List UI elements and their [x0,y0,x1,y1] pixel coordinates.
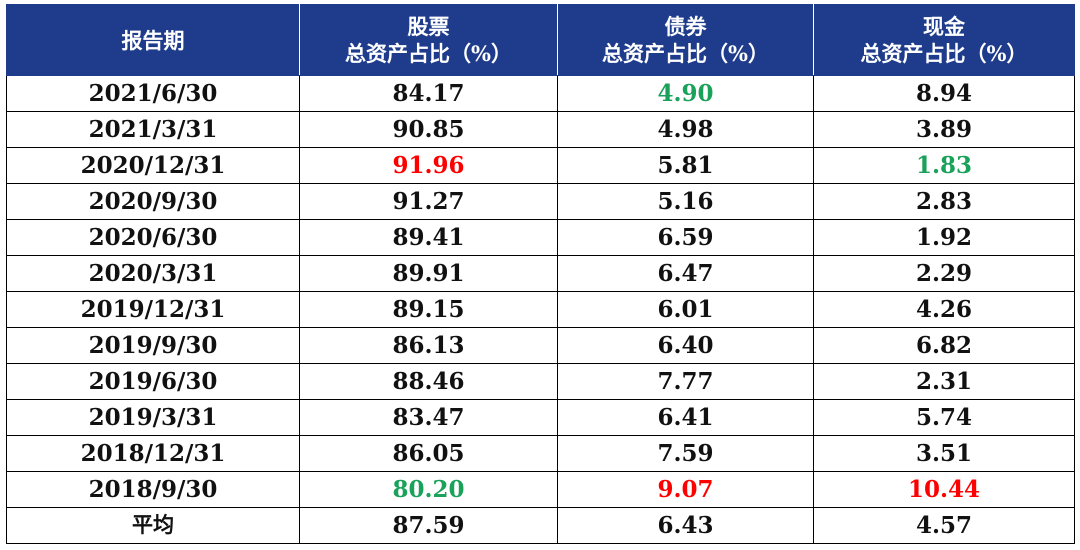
report-date-cell: 2019/12/31 [6,291,300,328]
header-stock-ratio: 股票 总资产占比（%） [299,4,558,76]
stock-ratio-cell: 91.27 [299,183,558,220]
table-row: 2021/3/31 90.85 4.98 3.89 [6,111,1075,148]
cash-ratio-cell: 4.26 [813,291,1075,328]
table-row: 2019/3/31 83.47 6.41 5.74 [6,399,1075,436]
stock-ratio-cell: 83.47 [299,399,558,436]
table-body: 2021/6/30 84.17 4.90 8.94 2021/3/31 90.85 4.98… [6,75,1075,544]
bond-ratio-cell: 4.90 [557,75,814,112]
cash-ratio-cell: 2.29 [813,255,1075,292]
report-date-cell: 2018/9/30 [6,471,300,508]
stock-ratio-cell: 89.41 [299,219,558,256]
report-date-cell: 2019/3/31 [6,399,300,436]
average-label: 平均 [6,507,300,544]
average-row: 平均 87.59 6.43 4.57 [6,507,1075,544]
table-row: 2018/9/30 80.20 9.07 10.44 [6,471,1075,508]
asset-allocation-table: 报告期 股票 总资产占比（%） 债券 总资产占比（%） 现金 总资产占比（%） … [6,4,1075,544]
cash-ratio-cell: 1.92 [813,219,1075,256]
average-bond-cell: 6.43 [557,507,814,544]
report-date-cell: 2019/9/30 [6,327,300,364]
report-date-cell: 2020/12/31 [6,147,300,184]
header-cash-ratio: 现金 总资产占比（%） [813,4,1075,76]
report-date-cell: 2020/9/30 [6,183,300,220]
header-bond-ratio: 债券 总资产占比（%） [557,4,814,76]
header-row: 报告期 股票 总资产占比（%） 债券 总资产占比（%） 现金 总资产占比（%） [6,4,1075,76]
report-date-cell: 2021/6/30 [6,75,300,112]
header-report-period-label: 报告期 [121,27,185,53]
report-date-cell: 2019/6/30 [6,363,300,400]
header-stock-label: 股票 [407,14,450,39]
bond-ratio-cell: 6.01 [557,291,814,328]
cash-ratio-cell: 3.89 [813,111,1075,148]
average-cash-cell: 4.57 [813,507,1075,544]
cash-ratio-cell: 5.74 [813,399,1075,436]
header-stock-sublabel: 总资产占比（%） [345,41,512,66]
table-row: 2019/9/30 86.13 6.40 6.82 [6,327,1075,364]
bond-ratio-cell: 5.81 [557,147,814,184]
table-row: 2020/12/31 91.96 5.81 1.83 [6,147,1075,184]
stock-ratio-cell: 89.91 [299,255,558,292]
table-row: 2021/6/30 84.17 4.90 8.94 [6,75,1075,112]
report-date-cell: 2020/3/31 [6,255,300,292]
table-row: 2019/12/31 89.15 6.01 4.26 [6,291,1075,328]
bond-ratio-cell: 9.07 [557,471,814,508]
table-row: 2020/3/31 89.91 6.47 2.29 [6,255,1075,292]
stock-ratio-cell: 86.13 [299,327,558,364]
stock-ratio-cell: 86.05 [299,435,558,472]
bond-ratio-cell: 6.59 [557,219,814,256]
cash-ratio-cell: 2.83 [813,183,1075,220]
cash-ratio-cell: 6.82 [813,327,1075,364]
table-row: 2020/6/30 89.41 6.59 1.92 [6,219,1075,256]
stock-ratio-cell: 90.85 [299,111,558,148]
stock-ratio-cell: 88.46 [299,363,558,400]
table-row: 2020/9/30 91.27 5.16 2.83 [6,183,1075,220]
header-bond-sublabel: 总资产占比（%） [602,41,769,66]
bond-ratio-cell: 6.41 [557,399,814,436]
cash-ratio-cell: 2.31 [813,363,1075,400]
stock-ratio-cell: 91.96 [299,147,558,184]
cash-ratio-cell: 3.51 [813,435,1075,472]
bond-ratio-cell: 4.98 [557,111,814,148]
bond-ratio-cell: 5.16 [557,183,814,220]
header-cash-label: 现金 [923,14,965,39]
bond-ratio-cell: 6.40 [557,327,814,364]
average-stock-cell: 87.59 [299,507,558,544]
bond-ratio-cell: 7.77 [557,363,814,400]
bond-ratio-cell: 6.47 [557,255,814,292]
report-date-cell: 2021/3/31 [6,111,300,148]
header-report-period: 报告期 [6,4,300,76]
stock-ratio-cell: 89.15 [299,291,558,328]
cash-ratio-cell: 1.83 [813,147,1075,184]
stock-ratio-cell: 84.17 [299,75,558,112]
table-row: 2018/12/31 86.05 7.59 3.51 [6,435,1075,472]
header-cash-sublabel: 总资产占比（%） [860,41,1028,66]
report-date-cell: 2018/12/31 [6,435,300,472]
header-bond-label: 债券 [664,14,707,39]
report-date-cell: 2020/6/30 [6,219,300,256]
cash-ratio-cell: 10.44 [813,471,1075,508]
stock-ratio-cell: 80.20 [299,471,558,508]
table-row: 2019/6/30 88.46 7.77 2.31 [6,363,1075,400]
cash-ratio-cell: 8.94 [813,75,1075,112]
bond-ratio-cell: 7.59 [557,435,814,472]
